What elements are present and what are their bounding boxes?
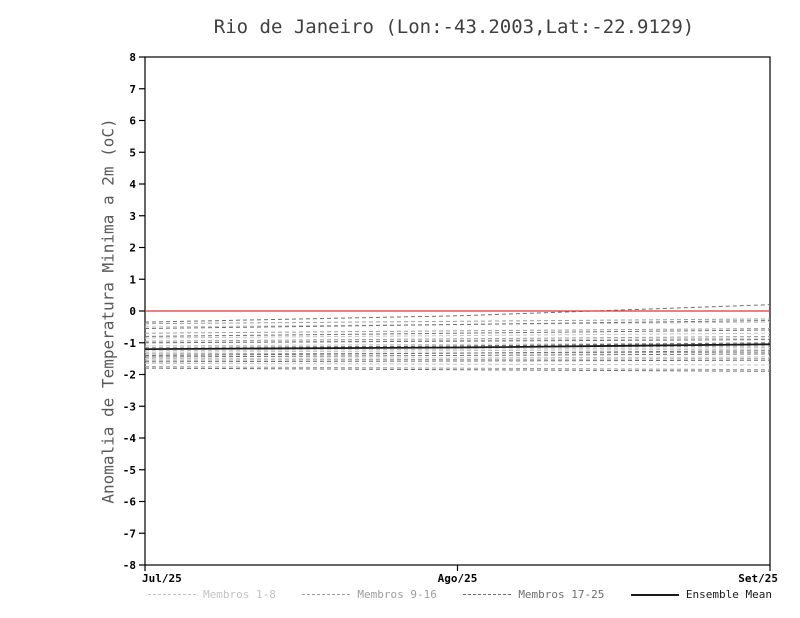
member-line xyxy=(144,339,771,344)
legend-label: Ensemble Mean xyxy=(685,588,772,601)
legend-label: Membros 17-25 xyxy=(518,588,605,601)
legend: Membros 1-8 Membros 9-16 Membros 17-25 Ense… xyxy=(148,588,772,601)
member-line xyxy=(144,335,771,342)
member-line xyxy=(144,350,771,356)
y-tick-label: 1 xyxy=(129,273,136,286)
x-tick-label: Jul/25 xyxy=(142,572,182,585)
member-line xyxy=(144,329,771,337)
y-tick-label: -1 xyxy=(123,337,137,350)
member-line xyxy=(144,348,771,353)
legend-line-sample xyxy=(302,594,351,595)
member-line xyxy=(144,342,771,350)
member-line xyxy=(144,320,771,329)
member-line xyxy=(144,359,771,363)
y-tick-label: 4 xyxy=(129,178,136,191)
y-tick-label: 6 xyxy=(129,115,136,128)
member-line xyxy=(144,351,771,355)
y-tick-label: 0 xyxy=(129,305,136,318)
legend-line-sample xyxy=(630,593,679,596)
legend-item: Ensemble Mean xyxy=(630,588,772,601)
y-tick-label: 2 xyxy=(129,242,136,255)
y-tick-label: 7 xyxy=(129,83,136,96)
member-line xyxy=(144,321,771,328)
member-line xyxy=(144,328,771,334)
member-line xyxy=(144,332,771,339)
member-line xyxy=(144,366,771,371)
member-line xyxy=(144,362,771,366)
ensemble-mean-line xyxy=(144,343,771,350)
y-tick-label: -6 xyxy=(123,496,137,509)
y-tick-label: -4 xyxy=(123,432,137,445)
member-line xyxy=(144,347,771,352)
member-line xyxy=(144,367,771,372)
legend-item: Membros 1-8 xyxy=(148,588,276,601)
legend-line-sample xyxy=(148,594,196,595)
y-tick-label: 8 xyxy=(129,51,136,64)
legend-item: Membros 17-25 xyxy=(463,588,604,601)
y-tick-label: -7 xyxy=(123,527,136,540)
legend-item: Membros 9-16 xyxy=(302,588,437,601)
y-tick-label: -2 xyxy=(123,369,136,382)
chart-title: Rio de Janeiro (Lon:-43.2003,Lat:-22.912… xyxy=(213,16,695,38)
y-tick-label: 3 xyxy=(129,210,136,223)
member-line xyxy=(144,342,771,347)
member-line xyxy=(144,356,771,360)
y-tick-label: -8 xyxy=(123,559,136,572)
y-tick-label: -5 xyxy=(123,464,136,477)
x-tick-label: Ago/25 xyxy=(438,572,478,585)
member-line xyxy=(144,353,771,358)
legend-label: Membros 1-8 xyxy=(203,588,276,601)
legend-line-sample xyxy=(463,594,512,595)
x-tick-label: Set/25 xyxy=(738,572,778,585)
member-line xyxy=(144,337,771,344)
y-tick-label: -3 xyxy=(123,400,136,413)
member-line xyxy=(144,358,771,361)
member-line xyxy=(144,345,771,350)
y-tick-label: 5 xyxy=(129,146,136,159)
member-line xyxy=(144,318,771,325)
member-line xyxy=(144,304,771,323)
legend-label: Membros 9-16 xyxy=(357,588,437,601)
